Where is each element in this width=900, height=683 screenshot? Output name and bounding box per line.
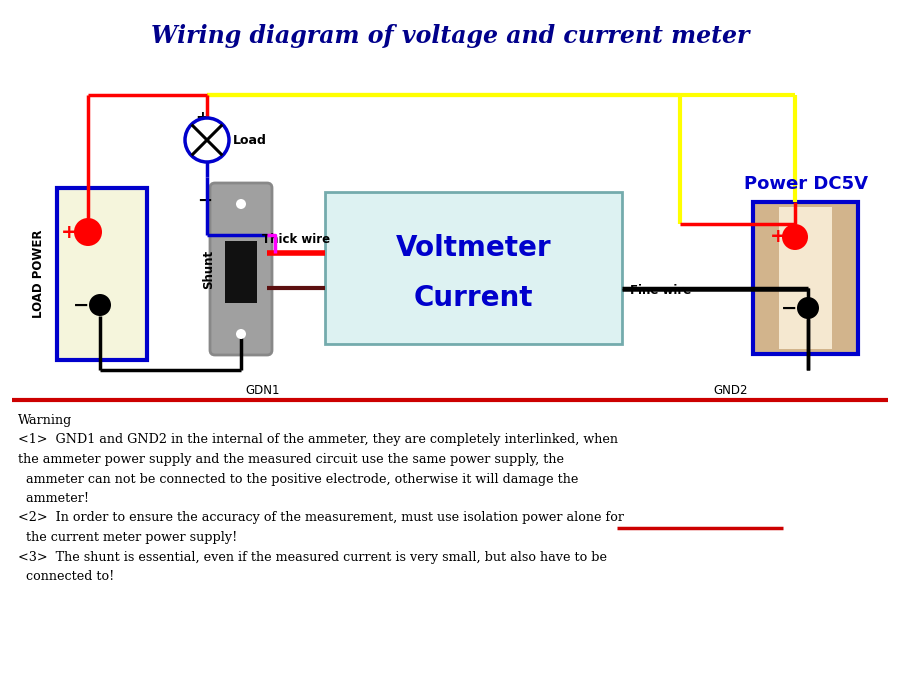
- Text: Wiring diagram of voltage and current meter: Wiring diagram of voltage and current me…: [151, 24, 749, 48]
- Text: <1>  GND1 and GND2 in the internal of the ammeter, they are completely interlink: <1> GND1 and GND2 in the internal of the…: [18, 434, 618, 447]
- Text: Load: Load: [233, 133, 267, 146]
- Text: connected to!: connected to!: [18, 570, 114, 583]
- Bar: [753, 202, 858, 354]
- Text: LOAD POWER: LOAD POWER: [32, 229, 46, 318]
- Text: the current meter power supply!: the current meter power supply!: [18, 531, 238, 544]
- Text: the ammeter power supply and the measured circuit use the same power supply, the: the ammeter power supply and the measure…: [18, 453, 564, 466]
- Circle shape: [89, 294, 111, 316]
- Text: <3>  The shunt is essential, even if the measured current is very small, but als: <3> The shunt is essential, even if the …: [18, 550, 607, 563]
- Text: Power DC5V: Power DC5V: [743, 175, 868, 193]
- Circle shape: [782, 224, 808, 250]
- Text: −: −: [781, 298, 797, 318]
- Bar: [57, 188, 147, 360]
- Text: +: +: [61, 223, 77, 242]
- Text: +: +: [195, 109, 209, 127]
- Text: ammeter!: ammeter!: [18, 492, 89, 505]
- Text: <2>  In order to ensure the accuracy of the measurement, must use isolation powe: <2> In order to ensure the accuracy of t…: [18, 512, 624, 525]
- Text: +: +: [770, 227, 787, 247]
- Text: Warning: Warning: [18, 414, 72, 427]
- Text: ammeter can not be connected to the positive electrode, otherwise it will damage: ammeter can not be connected to the posi…: [18, 473, 579, 486]
- Circle shape: [74, 218, 102, 246]
- FancyBboxPatch shape: [210, 183, 272, 355]
- Text: Voltmeter: Voltmeter: [396, 234, 552, 262]
- Circle shape: [236, 329, 246, 339]
- Text: GND2: GND2: [713, 384, 748, 397]
- Circle shape: [797, 297, 819, 319]
- Bar: [779, 207, 832, 349]
- Text: Fine wire: Fine wire: [630, 283, 691, 296]
- Text: Shunt: Shunt: [202, 249, 215, 288]
- Text: −: −: [73, 296, 89, 314]
- Circle shape: [185, 118, 229, 162]
- Text: GDN1: GDN1: [245, 384, 280, 397]
- Bar: [325, 192, 622, 344]
- Bar: [225, 242, 257, 303]
- Text: −: −: [197, 192, 212, 210]
- Text: Current: Current: [414, 284, 533, 312]
- Circle shape: [236, 199, 246, 209]
- Text: Thick wire: Thick wire: [262, 234, 330, 247]
